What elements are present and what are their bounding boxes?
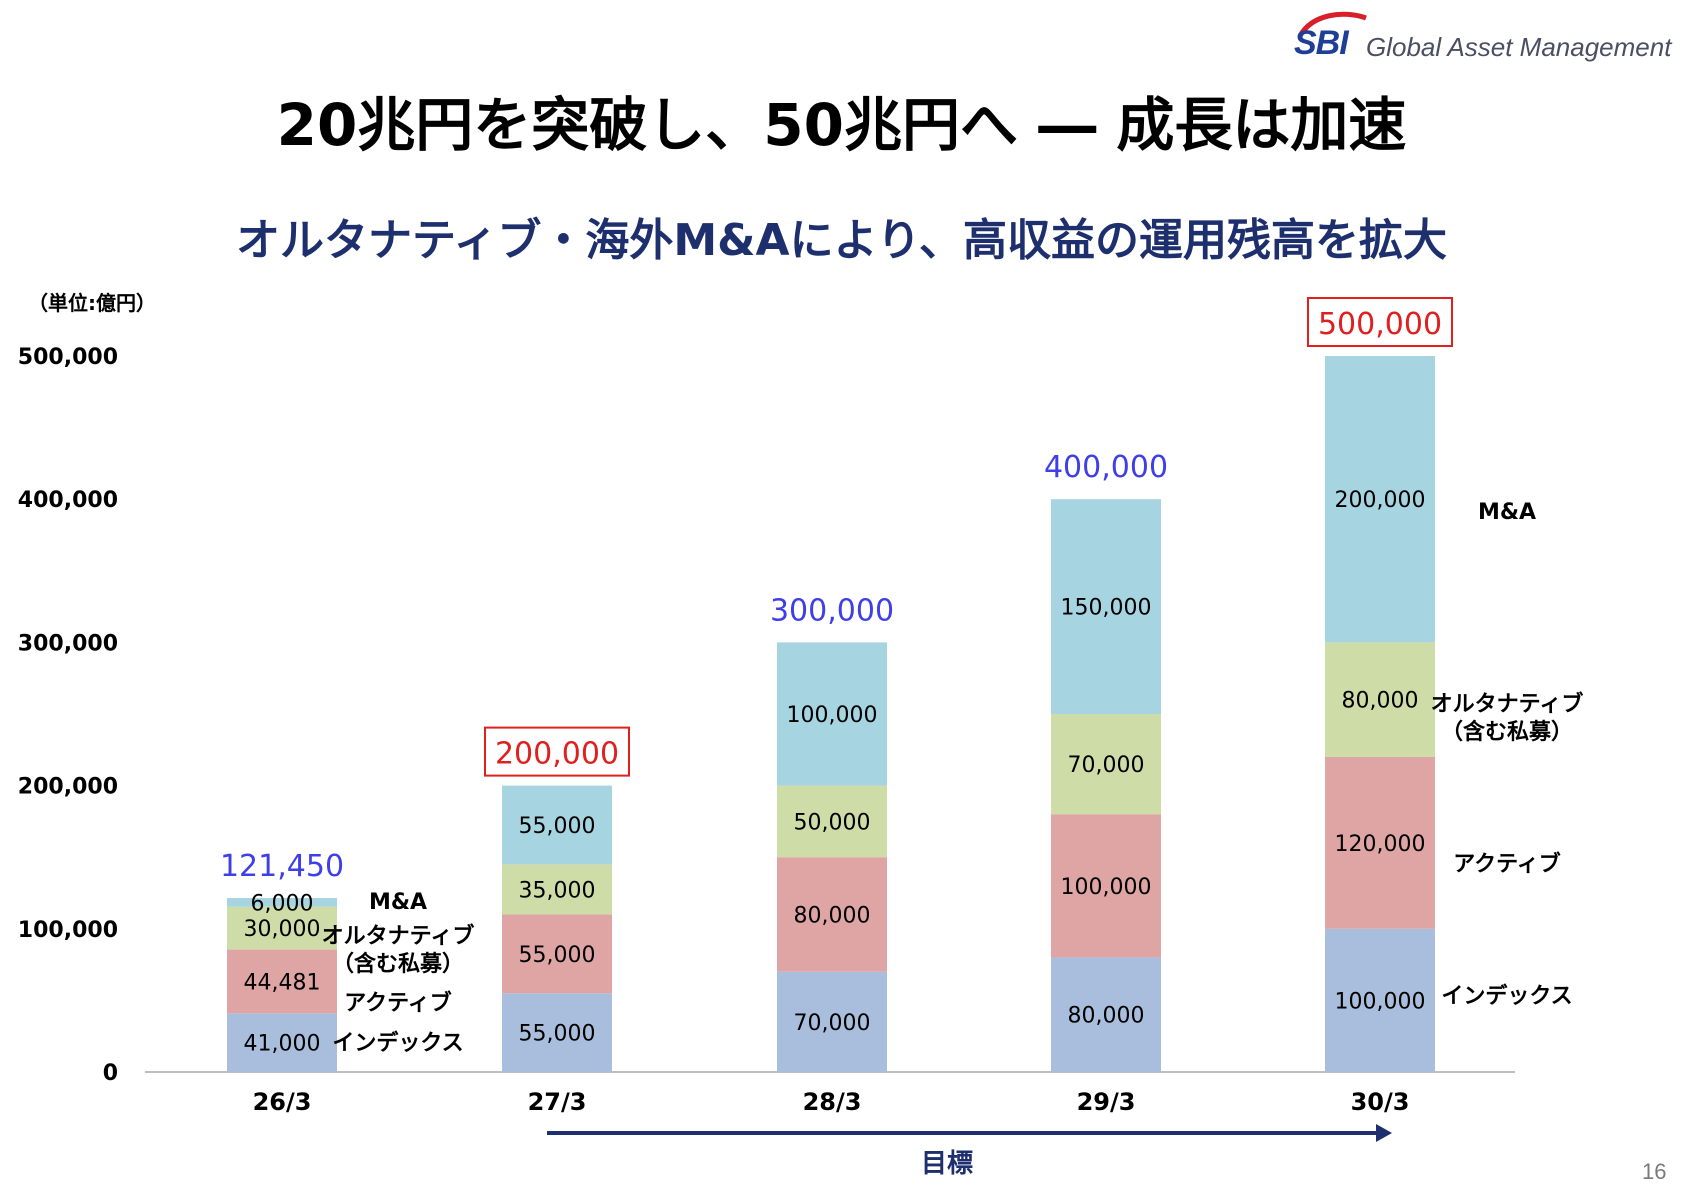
total-box: [484, 726, 630, 777]
target-arrow-head-icon: [1376, 1124, 1392, 1142]
series-label-ma: M&A: [1478, 500, 1536, 525]
series-label-ma: M&A: [369, 890, 427, 915]
total-value-label: 121,450: [220, 849, 344, 884]
series-label-active: アクティブ: [344, 990, 452, 1016]
segment-value-label: 44,481: [244, 970, 321, 995]
total-value-label: 500,000: [1318, 307, 1442, 342]
segment-value-label: 70,000: [794, 1011, 871, 1036]
total-value-label: 300,000: [770, 593, 894, 628]
bar-segment: [502, 864, 612, 915]
series-label-alternative: （含む私募）: [332, 951, 464, 977]
segment-value-label: 80,000: [794, 903, 871, 928]
logo-text: Global Asset Management: [1366, 32, 1672, 62]
y-tick-label: 100,000: [18, 918, 118, 943]
total-box: [1307, 297, 1453, 347]
x-tick-label: 30/3: [1351, 1088, 1410, 1116]
bar-segment: [227, 906, 337, 950]
target-label: 目標: [921, 1149, 973, 1179]
total-value-label: 200,000: [495, 737, 619, 772]
bar-segment: [1325, 642, 1435, 757]
bar-segment: [1051, 714, 1161, 815]
bar-segment: [1325, 356, 1435, 643]
x-tick-label: 26/3: [253, 1088, 312, 1116]
series-label-active: アクティブ: [1453, 851, 1561, 877]
series-label-alternative: オルタナティブ: [322, 923, 475, 949]
y-tick-label: 500,000: [18, 345, 118, 370]
bar-segment: [227, 949, 337, 1014]
series-label-index: インデックス: [1441, 983, 1572, 1009]
page-title: 20兆円を突破し、50兆円へ ― 成長は加速: [276, 91, 1407, 159]
bar-segment: [1051, 957, 1161, 1072]
segment-value-label: 55,000: [519, 943, 596, 968]
segment-value-label: 120,000: [1335, 832, 1426, 857]
segment-value-label: 80,000: [1068, 1004, 1145, 1029]
segment-value-label: 70,000: [1068, 753, 1145, 778]
page-subtitle: オルタナティブ・海外M&Aにより、高収益の運用残高を拡大: [236, 215, 1447, 266]
segment-value-label: 50,000: [794, 810, 871, 835]
unit-label: （単位:億円）: [28, 291, 156, 315]
segment-value-label: 100,000: [1335, 989, 1426, 1014]
y-tick-label: 300,000: [18, 631, 118, 656]
page-number: 16: [1642, 1159, 1667, 1184]
series-label-alternative: （含む私募）: [1441, 719, 1573, 745]
series-label-index: インデックス: [332, 1030, 463, 1056]
y-tick-label: 200,000: [18, 775, 118, 800]
bar-segment: [502, 993, 612, 1072]
bar-segment: [1051, 814, 1161, 958]
bar-segment: [502, 785, 612, 865]
bar-segment: [227, 1013, 337, 1072]
segment-value-label: 30,000: [244, 917, 321, 942]
bar-segment: [777, 642, 887, 786]
x-tick-label: 28/3: [803, 1088, 862, 1116]
bar-segment: [1051, 499, 1161, 714]
company-logo: SBI Global Asset Management: [1294, 11, 1676, 64]
bar-segment: [227, 898, 337, 907]
segment-value-label: 6,000: [251, 891, 314, 916]
series-label-alternative: オルタナティブ: [1431, 691, 1584, 717]
y-tick-label: 400,000: [18, 488, 118, 513]
segment-value-label: 55,000: [519, 814, 596, 839]
x-tick-label: 29/3: [1077, 1088, 1136, 1116]
total-value-label: 400,000: [1044, 450, 1168, 485]
bar-segment: [777, 971, 887, 1072]
segment-value-label: 100,000: [787, 703, 878, 728]
segment-value-label: 100,000: [1061, 875, 1152, 900]
y-tick-label: 0: [103, 1061, 118, 1086]
bar-segment: [1325, 928, 1435, 1072]
logo-mark: SBI: [1294, 24, 1349, 62]
bar-segment: [1325, 756, 1435, 929]
segment-value-label: 150,000: [1061, 596, 1152, 621]
segment-value-label: 200,000: [1335, 488, 1426, 513]
segment-value-label: 35,000: [519, 878, 596, 903]
x-tick-label: 27/3: [528, 1088, 587, 1116]
segment-value-label: 55,000: [519, 1022, 596, 1047]
bar-segment: [502, 914, 612, 994]
bar-segment: [777, 857, 887, 972]
segment-value-label: 80,000: [1342, 689, 1419, 714]
bar-segment: [777, 785, 887, 858]
logo-swoosh-icon: [1297, 11, 1367, 38]
segment-value-label: 41,000: [244, 1032, 321, 1057]
